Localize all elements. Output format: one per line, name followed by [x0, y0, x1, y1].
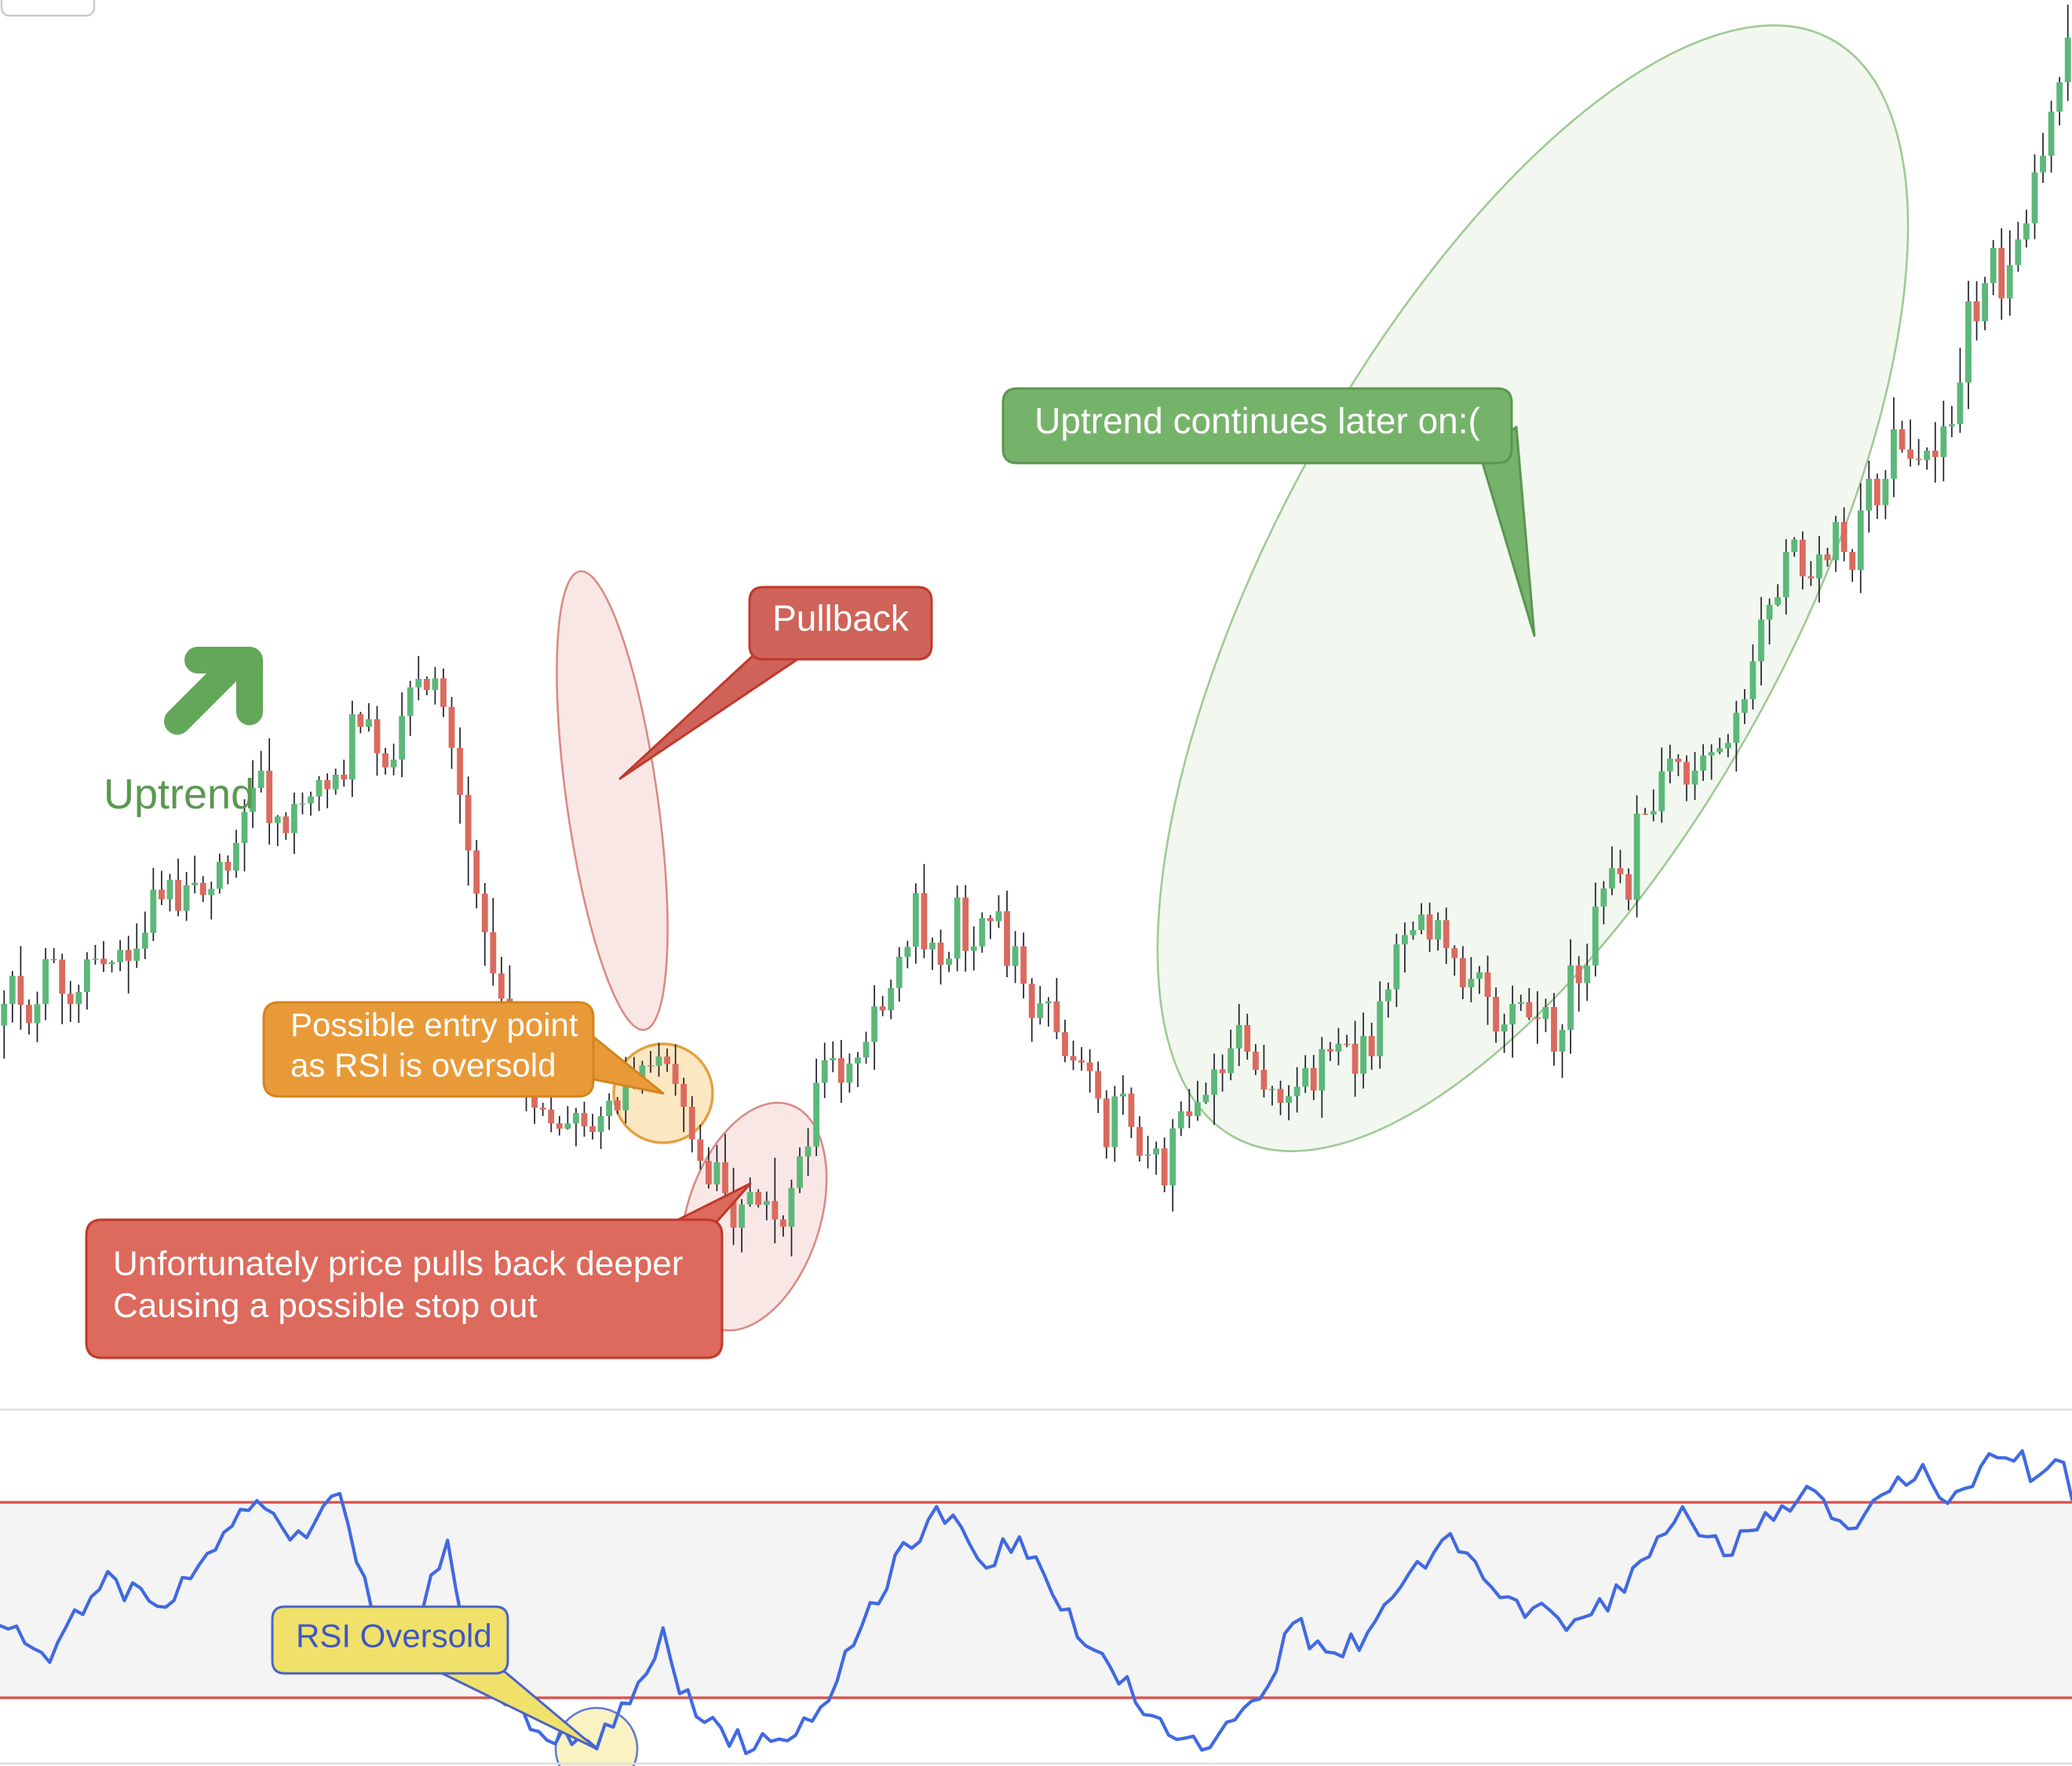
svg-text:Possible entry point: Possible entry point — [290, 1006, 578, 1043]
svg-text:Uptrend: Uptrend — [104, 771, 254, 818]
svg-text:as RSI is oversold: as RSI is oversold — [290, 1046, 556, 1083]
svg-text:RSI Oversold: RSI Oversold — [296, 1617, 492, 1654]
svg-text:Pullback: Pullback — [772, 598, 910, 639]
svg-text:Unfortunately price pulls back: Unfortunately price pulls back deeper — [113, 1244, 683, 1283]
svg-text:Uptrend continues later on:(: Uptrend continues later on:( — [1034, 400, 1480, 441]
svg-text:Causing a possible stop out: Causing a possible stop out — [113, 1286, 538, 1325]
